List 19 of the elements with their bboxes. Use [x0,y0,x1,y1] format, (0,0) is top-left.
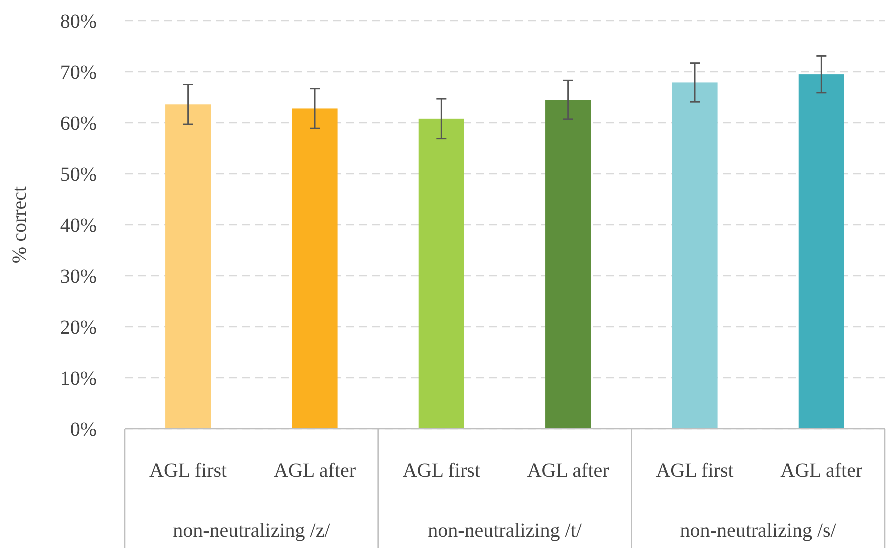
x-tick-label: AGL after [780,460,863,482]
y-tick-label: 20% [60,317,97,339]
text: non-neutralizing /z/ [173,520,331,542]
y-tick-label: 80% [60,11,97,33]
y-tick-label: 10% [60,368,97,390]
x-tick-label: AGL first [656,460,734,482]
text: non-neutralizing /t/ [428,520,582,542]
y-tick-label: 60% [60,113,97,135]
x-tick-label: AGL first [402,460,481,482]
y-axis-title: % correct [9,186,31,264]
x-tick-label: AGL after [274,460,356,482]
y-tick-label: 70% [60,62,97,84]
y-tick-label: 50% [60,164,97,186]
x-tick-label: AGL first [150,460,228,482]
y-tick-label: 0% [70,419,97,441]
y-tick-label: 30% [60,266,97,288]
x-tick-label: AGL after [527,460,610,482]
y-tick-label: 40% [60,215,97,237]
text: non-neutralizing /s/ [680,520,837,542]
